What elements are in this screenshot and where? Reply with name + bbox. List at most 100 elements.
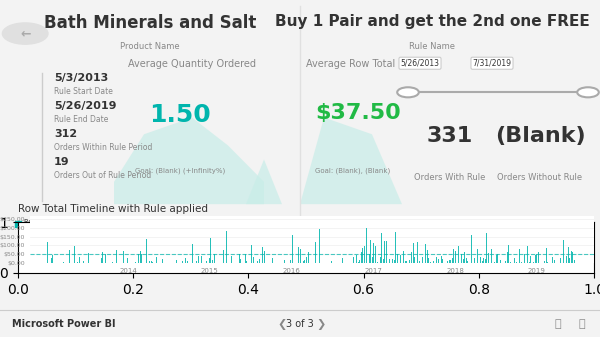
Bar <box>405 261 406 263</box>
Bar <box>572 252 574 263</box>
Bar <box>491 249 492 263</box>
Bar <box>500 260 502 263</box>
Bar <box>546 248 547 263</box>
Bar <box>566 256 567 263</box>
Bar <box>386 241 387 263</box>
Bar <box>251 245 252 263</box>
Bar <box>527 246 528 263</box>
Text: 312: 312 <box>54 129 77 139</box>
Bar <box>414 257 415 263</box>
Bar <box>135 262 136 263</box>
Bar <box>536 254 538 263</box>
Bar <box>452 258 453 263</box>
Bar <box>290 259 292 263</box>
Text: Goal: (Blank) (+Infinity%): Goal: (Blank) (+Infinity%) <box>135 168 225 174</box>
Bar <box>264 251 265 263</box>
Bar <box>389 259 390 263</box>
Bar <box>466 258 467 263</box>
Text: Orders With Rule: Orders With Rule <box>415 174 485 182</box>
Bar <box>146 240 147 263</box>
Bar <box>182 261 183 263</box>
Bar <box>176 260 177 263</box>
Bar <box>88 253 89 263</box>
Bar <box>400 255 401 263</box>
Text: 19: 19 <box>54 157 70 166</box>
Text: Microsoft Power BI: Microsoft Power BI <box>12 319 115 329</box>
Bar <box>392 259 393 263</box>
Bar <box>496 255 497 263</box>
Bar <box>74 246 75 263</box>
Bar <box>571 251 572 263</box>
Bar <box>375 246 376 263</box>
Bar <box>284 260 285 263</box>
Bar <box>394 259 395 263</box>
Bar <box>198 256 199 263</box>
Bar <box>259 259 260 263</box>
Bar <box>119 261 121 263</box>
Bar <box>209 258 210 263</box>
Text: Average Quantity Ordered: Average Quantity Ordered <box>128 59 256 69</box>
Bar <box>483 258 484 263</box>
Bar <box>83 261 85 263</box>
Bar <box>240 259 241 263</box>
Bar <box>422 257 423 263</box>
Bar <box>529 262 530 263</box>
Bar <box>303 261 304 263</box>
Bar <box>436 256 437 263</box>
Bar <box>508 245 509 263</box>
Bar <box>467 261 469 263</box>
Bar <box>398 240 400 263</box>
Bar <box>524 254 525 263</box>
Bar <box>383 258 384 263</box>
Bar <box>535 255 536 263</box>
Bar <box>533 262 534 263</box>
Bar <box>292 235 293 263</box>
Bar <box>342 258 343 263</box>
Bar <box>245 254 246 263</box>
Bar <box>319 229 320 263</box>
Bar <box>480 256 481 263</box>
Bar <box>149 261 150 263</box>
Bar <box>262 247 263 263</box>
Bar <box>226 231 227 263</box>
Text: 5/26/2013: 5/26/2013 <box>401 59 439 68</box>
Bar <box>364 246 365 263</box>
Bar <box>52 255 53 263</box>
Bar <box>409 260 410 263</box>
Bar <box>437 259 439 263</box>
Bar <box>185 258 187 263</box>
Bar <box>530 255 531 263</box>
Bar <box>356 255 357 263</box>
Bar <box>425 244 426 263</box>
Bar <box>231 256 232 263</box>
Bar <box>563 240 564 263</box>
Text: Rule Name: Rule Name <box>409 42 455 51</box>
Bar <box>187 261 188 263</box>
Bar <box>369 254 370 263</box>
Bar <box>223 250 224 263</box>
Bar <box>519 248 520 263</box>
Text: ←: ← <box>20 27 31 40</box>
Bar <box>257 261 259 263</box>
Bar <box>373 243 374 263</box>
Bar <box>574 260 575 263</box>
Bar <box>50 258 52 263</box>
Circle shape <box>577 87 599 97</box>
Bar <box>306 257 307 263</box>
Bar <box>122 251 124 263</box>
Bar <box>151 261 152 263</box>
Bar <box>140 251 141 263</box>
Bar <box>419 261 420 263</box>
Bar <box>162 259 163 263</box>
Bar <box>442 258 443 263</box>
Bar <box>427 250 428 263</box>
Bar <box>497 254 498 263</box>
Bar <box>361 252 362 263</box>
Bar <box>214 254 215 263</box>
Text: 1.50: 1.50 <box>149 103 211 127</box>
Bar <box>152 262 154 263</box>
Text: 5/26/2019: 5/26/2019 <box>54 101 116 111</box>
Bar <box>397 254 398 263</box>
Bar <box>488 253 489 263</box>
Text: Average Row Total: Average Row Total <box>306 59 395 69</box>
